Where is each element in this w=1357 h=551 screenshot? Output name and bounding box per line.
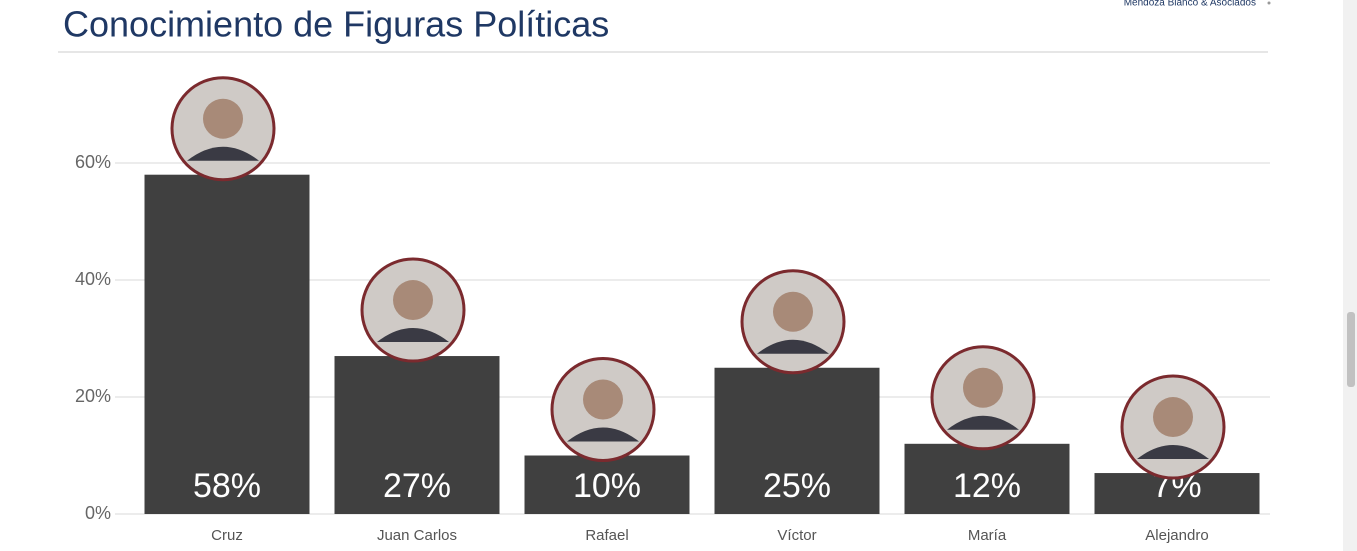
- portrait-head: [963, 367, 1003, 408]
- chart-title: Conocimiento de Figuras Políticas: [63, 4, 609, 45]
- portrait-head: [1153, 397, 1193, 438]
- bar: [334, 356, 500, 514]
- portrait-shoulders: [187, 146, 259, 161]
- bar: [714, 367, 880, 514]
- x-tick-label: Rafael: [585, 527, 628, 544]
- brand-dot: [1267, 1, 1271, 5]
- bar: [144, 174, 310, 514]
- value-label: 10%: [573, 467, 641, 505]
- y-tick-label: 60%: [75, 152, 111, 172]
- bar: [524, 455, 690, 514]
- value-label: 58%: [193, 467, 261, 505]
- x-tick-label: Víctor: [777, 527, 816, 544]
- value-label: 25%: [763, 467, 831, 505]
- portrait-head: [583, 379, 623, 420]
- value-label: 27%: [383, 467, 451, 505]
- portrait-shoulders: [567, 427, 639, 442]
- portrait-shoulders: [947, 415, 1019, 430]
- y-tick-label: 40%: [75, 269, 111, 289]
- portrait-head: [203, 98, 243, 139]
- portrait-shoulders: [377, 328, 449, 343]
- x-tick-label: Juan Carlos: [377, 527, 457, 544]
- bar: [1094, 473, 1260, 514]
- bar: [904, 443, 1070, 514]
- portrait-head: [393, 280, 433, 321]
- portrait-shoulders: [1137, 445, 1209, 460]
- x-tick-label: María: [968, 527, 1007, 544]
- y-tick-label: 0%: [85, 503, 111, 523]
- x-tick-label: Alejandro: [1145, 527, 1208, 544]
- x-tick-label: Cruz: [211, 527, 243, 544]
- y-tick-label: 20%: [75, 386, 111, 406]
- value-label: 12%: [953, 467, 1021, 505]
- portrait-shoulders: [757, 339, 829, 354]
- scrollbar[interactable]: [1343, 0, 1357, 551]
- brand: Mendoza Blanco & Asociados: [1124, 0, 1256, 9]
- portrait-head: [773, 291, 813, 332]
- scrollbar-thumb[interactable]: [1347, 312, 1355, 387]
